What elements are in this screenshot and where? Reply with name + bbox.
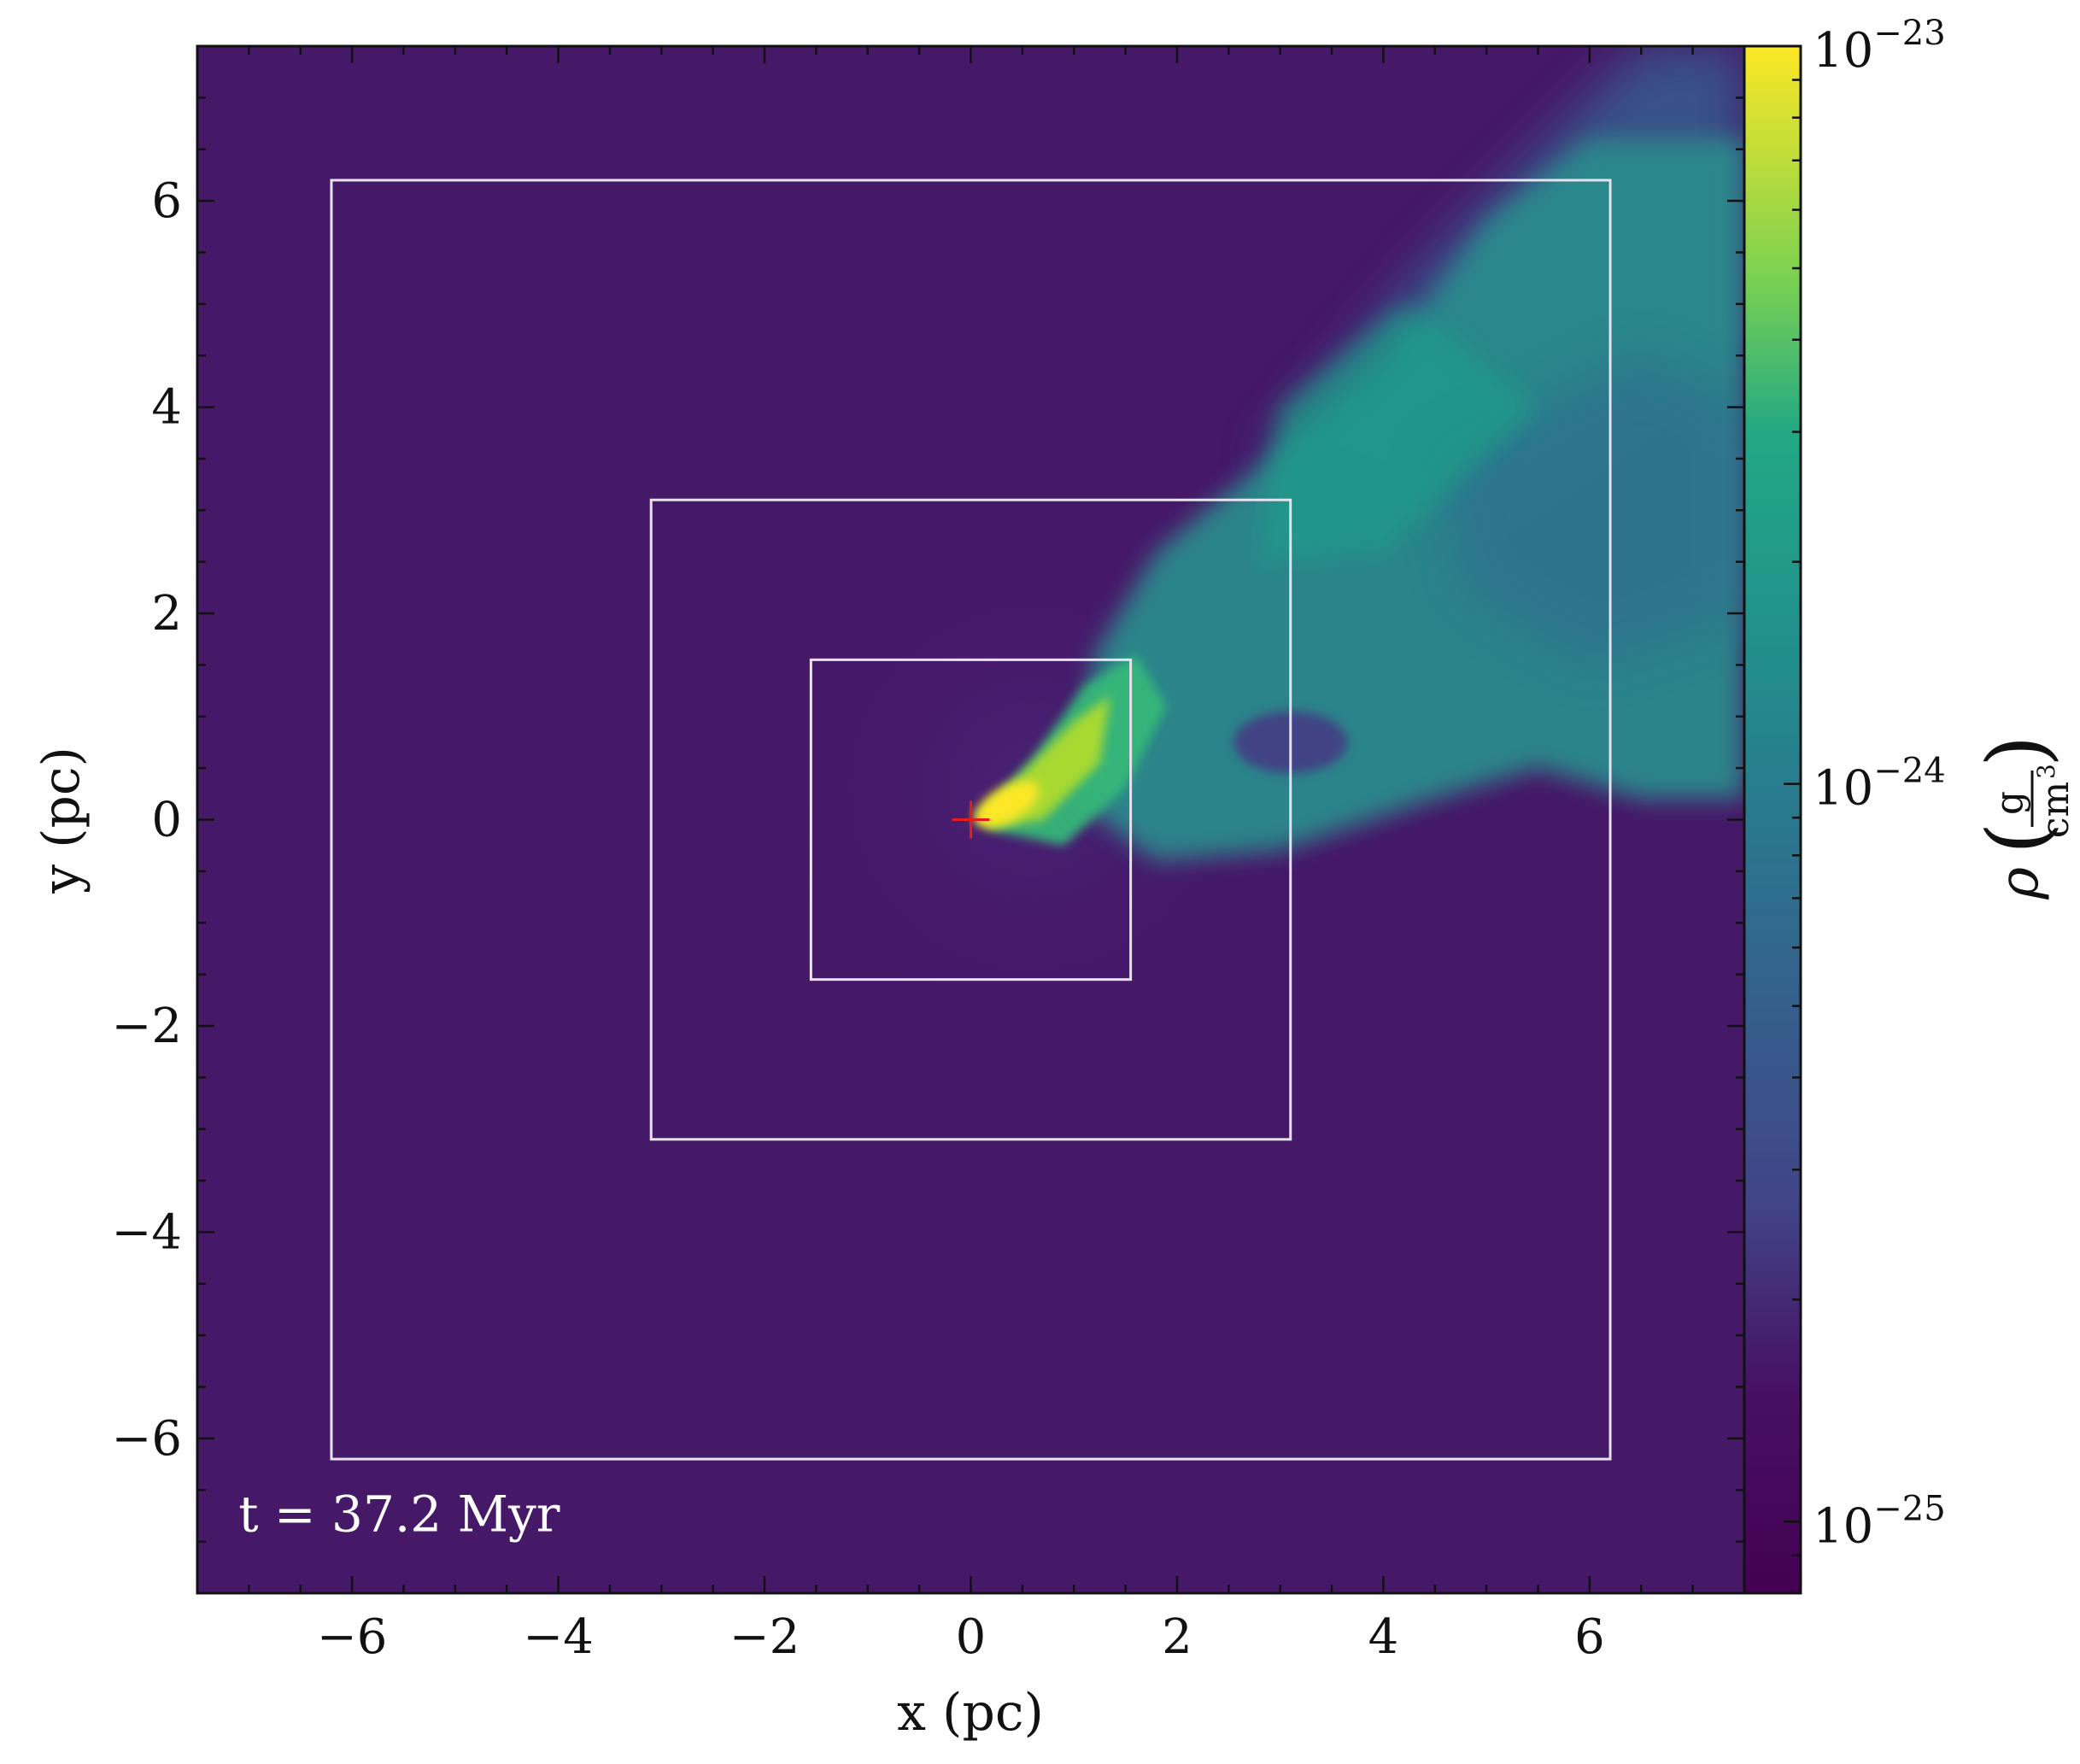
x-axis-label: x (pc) (897, 1683, 1044, 1743)
colorbar-unit-exp: 3 (2032, 764, 2060, 779)
y-tick-label: −6 (111, 1411, 182, 1467)
x-tick-label: 6 (1574, 1609, 1605, 1665)
colorbar: 10−25 10−24 10−23 ρ ( g cm 3 ) (1743, 14, 2077, 1595)
colorbar-paren-left: ( (1970, 823, 2065, 854)
y-axis-label: y (pc) (32, 747, 91, 894)
colorbar-tick-label: 10−25 (1813, 1489, 1946, 1554)
colorbar-symbol: ρ (1988, 867, 2051, 900)
colorbar-label: ρ ( g cm 3 ) (1970, 735, 2077, 900)
colorbar-tick-label: 10−24 (1813, 752, 1946, 817)
density-wake (974, 46, 1744, 861)
y-axis-ticks: −6 −4 −2 0 2 4 6 (111, 97, 1744, 1543)
colorbar-unit-num: g (1988, 791, 2031, 815)
nested-refinement-boxes (330, 179, 1612, 1461)
x-tick-label: 4 (1368, 1609, 1399, 1665)
y-tick-label: −2 (111, 999, 182, 1054)
refinement-box-1 (809, 658, 1133, 982)
x-tick-label: −4 (523, 1609, 594, 1665)
bow-shock-head (974, 781, 1040, 828)
y-tick-label: 2 (151, 586, 182, 642)
colorbar-ticks: 10−25 10−24 10−23 (1784, 14, 1946, 1595)
y-tick-label: 6 (151, 173, 182, 229)
y-tick-label: 4 (151, 380, 182, 436)
x-tick-label: 0 (956, 1609, 987, 1665)
colorbar-gradient (1743, 44, 1802, 1595)
x-axis-ticks: −6 −4 −2 0 2 4 6 (248, 46, 1694, 1665)
colorbar-tick-label: 10−23 (1813, 14, 1946, 79)
density-map (197, 46, 1744, 1593)
colorbar-paren-right: ) (1970, 735, 2065, 767)
refinement-box-2 (649, 498, 1292, 1141)
y-tick-label: 0 (151, 793, 182, 848)
x-tick-label: −6 (317, 1609, 388, 1665)
colorbar-unit-den: cm (2034, 782, 2077, 838)
time-annotation: t = 37.2 Myr (238, 1486, 560, 1544)
x-tick-label: −2 (729, 1609, 800, 1665)
wake-bright-patch (1259, 303, 1538, 562)
x-tick-label: 2 (1162, 1609, 1192, 1665)
wake-dim-region (1434, 355, 1744, 665)
y-tick-label: −4 (111, 1204, 182, 1260)
refinement-box-3 (330, 179, 1612, 1461)
source-marker (952, 800, 990, 839)
